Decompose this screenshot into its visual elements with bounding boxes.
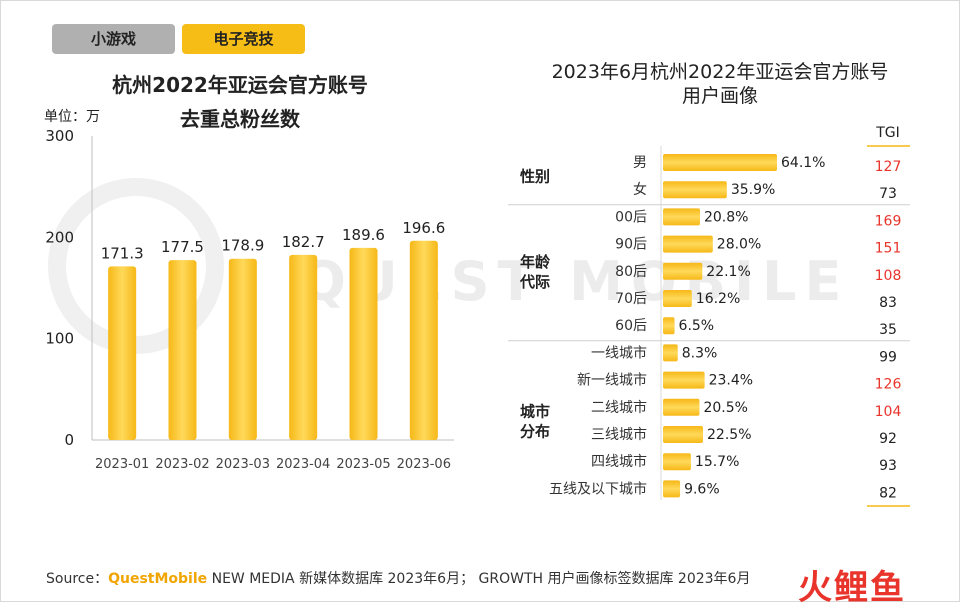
hbar xyxy=(663,344,678,362)
hbar xyxy=(663,181,727,199)
category-label: 女 xyxy=(633,181,647,198)
right-chart-title-line2: 用户画像 xyxy=(681,85,758,107)
tgi-value: 169 xyxy=(875,213,902,229)
hbar-value-label: 8.3% xyxy=(682,345,718,361)
hbar-value-label: 20.5% xyxy=(703,400,747,416)
hbar-value-label: 22.1% xyxy=(706,264,750,280)
category-label: 80后 xyxy=(615,264,647,280)
bar xyxy=(228,258,257,440)
hbar xyxy=(663,398,700,416)
y-tick-label: 0 xyxy=(64,431,74,449)
bar-value-label: 182.7 xyxy=(282,233,325,251)
group-label: 城市 xyxy=(520,402,550,420)
category-label: 00后 xyxy=(615,209,647,225)
tab-small-games[interactable]: 小游戏 xyxy=(52,24,175,54)
hbar xyxy=(663,208,700,226)
hbar xyxy=(663,235,713,253)
bar-value-label: 178.9 xyxy=(221,237,264,255)
group-label: 分布 xyxy=(520,422,550,440)
hbar-value-label: 22.5% xyxy=(707,427,751,443)
hbar xyxy=(663,480,681,498)
group-label: 性别 xyxy=(520,168,550,186)
bar xyxy=(168,260,197,440)
tgi-value: 93 xyxy=(879,458,897,474)
hbar-value-label: 23.4% xyxy=(709,373,753,389)
bar xyxy=(108,266,137,440)
x-tick-label: 2023-01 xyxy=(95,457,149,472)
hbar-value-label: 20.8% xyxy=(704,209,748,225)
hbar-value-label: 15.7% xyxy=(695,454,739,470)
tgi-value: 83 xyxy=(879,295,897,311)
group-label: 年龄 xyxy=(520,253,551,271)
tgi-value: 92 xyxy=(879,431,897,447)
category-label: 五线及以下城市 xyxy=(549,480,647,497)
category-label: 60后 xyxy=(615,318,647,334)
tgi-value: 35 xyxy=(879,322,897,338)
category-label: 90后 xyxy=(615,237,647,253)
bar-value-label: 171.3 xyxy=(101,244,144,262)
hbar-value-label: 64.1% xyxy=(781,155,825,171)
x-tick-label: 2023-06 xyxy=(397,457,451,472)
tgi-value: 82 xyxy=(879,485,897,501)
hbar xyxy=(663,317,675,335)
category-label: 一线城市 xyxy=(591,344,647,361)
hbar-value-label: 9.6% xyxy=(684,481,720,497)
bar-value-label: 196.6 xyxy=(402,219,445,237)
hbar-value-label: 28.0% xyxy=(717,237,761,253)
tgi-value: 108 xyxy=(875,268,902,284)
category-label: 男 xyxy=(633,155,647,171)
hbar xyxy=(663,262,703,280)
tgi-value: 126 xyxy=(875,377,902,393)
left-chart-title: 杭州2022年亚运会官方账号 去重总粉丝数 xyxy=(60,68,420,136)
y-tick-label: 200 xyxy=(45,228,74,246)
source-brand: QuestMobile xyxy=(108,571,208,587)
source-prefix: Source： xyxy=(46,571,109,587)
bar-value-label: 189.6 xyxy=(342,226,385,244)
tgi-value: 104 xyxy=(875,404,902,420)
tgi-value: 99 xyxy=(879,349,897,365)
source-text: NEW MEDIA 新媒体数据库 2023年6月； GROWTH 用户画像标签数… xyxy=(207,571,751,587)
right-chart-title-line1: 2023年6月杭州2022年亚运会官方账号 xyxy=(551,61,889,83)
category-label: 新一线城市 xyxy=(577,372,647,389)
tgi-value: 151 xyxy=(875,241,902,257)
bar xyxy=(289,254,318,440)
hbar xyxy=(663,290,692,307)
hbar xyxy=(663,426,704,443)
tgi-value: 127 xyxy=(875,159,902,175)
tgi-value: 73 xyxy=(879,186,897,202)
hbar xyxy=(663,371,705,389)
tab-esports[interactable]: 电子竞技 xyxy=(182,24,305,54)
category-label: 四线城市 xyxy=(591,453,647,470)
unit-label: 单位：万 xyxy=(44,109,100,125)
left-chart-title-line1: 杭州2022年亚运会官方账号 xyxy=(112,73,368,97)
hbar-value-label: 6.5% xyxy=(679,318,715,334)
hbar xyxy=(663,154,777,171)
x-tick-label: 2023-03 xyxy=(216,457,270,472)
brand-logo: 火鲤鱼 xyxy=(798,568,906,608)
hbar-value-label: 35.9% xyxy=(731,182,775,198)
category-label: 70后 xyxy=(615,291,647,307)
group-label: 代际 xyxy=(519,273,550,291)
bar xyxy=(349,247,378,440)
bar xyxy=(409,240,438,440)
hbar-value-label: 16.2% xyxy=(696,291,740,307)
left-chart-title-line2: 去重总粉丝数 xyxy=(180,107,300,131)
bar-value-label: 177.5 xyxy=(161,238,204,256)
x-tick-label: 2023-04 xyxy=(276,457,330,472)
right-chart-title: 2023年6月杭州2022年亚运会官方账号 用户画像 xyxy=(505,60,935,108)
y-tick-label: 300 xyxy=(45,127,74,145)
tgi-header: TGI xyxy=(875,125,900,141)
x-tick-label: 2023-05 xyxy=(336,457,390,472)
x-tick-label: 2023-02 xyxy=(155,457,209,472)
source-note: Source：QuestMobile NEW MEDIA 新媒体数据库 2023… xyxy=(46,568,750,588)
category-label: 三线城市 xyxy=(591,426,647,443)
hbar xyxy=(663,453,691,471)
watermark-text: QUEST MOBILE xyxy=(300,250,850,313)
category-label: 二线城市 xyxy=(591,399,647,416)
y-tick-label: 100 xyxy=(45,330,74,348)
